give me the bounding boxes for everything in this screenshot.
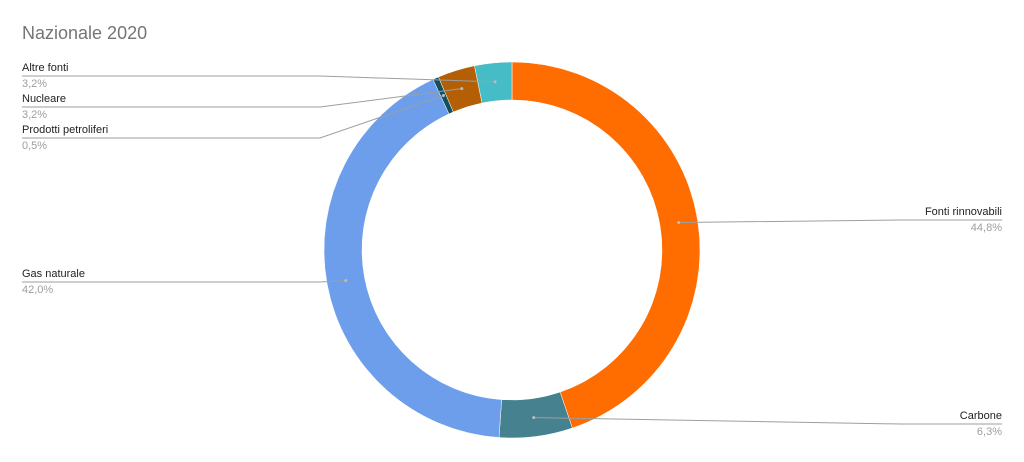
label-name: Gas naturale (22, 268, 85, 280)
label-value: 44,8% (971, 222, 1002, 234)
leader-dot (460, 87, 464, 91)
leader-dot (441, 94, 445, 98)
label-name: Carbone (960, 410, 1002, 422)
label-name: Nucleare (22, 93, 66, 105)
label-value: 3,2% (22, 78, 47, 90)
donut-segment (511, 61, 701, 429)
label-name: Fonti rinnovabili (925, 206, 1002, 218)
leader-line (22, 88, 462, 108)
label-name: Prodotti petroliferi (22, 124, 108, 136)
label-value: 42,0% (22, 284, 53, 296)
donut-segment (323, 79, 502, 438)
leader-dot (493, 80, 497, 84)
leader-line (533, 417, 1002, 425)
leader-line (22, 75, 496, 83)
chart-title: Nazionale 2020 (22, 23, 147, 43)
label-value: 3,2% (22, 109, 47, 121)
label-value: 0,5% (22, 140, 47, 152)
leader-dot (532, 416, 536, 420)
label-name: Altre fonti (22, 62, 68, 74)
leader-line (22, 95, 444, 139)
leader-line (678, 219, 1002, 224)
leader-dot (344, 279, 348, 283)
donut-segment (474, 61, 513, 104)
label-value: 6,3% (977, 426, 1002, 438)
leader-line (22, 280, 346, 283)
leader-dot (677, 221, 681, 225)
